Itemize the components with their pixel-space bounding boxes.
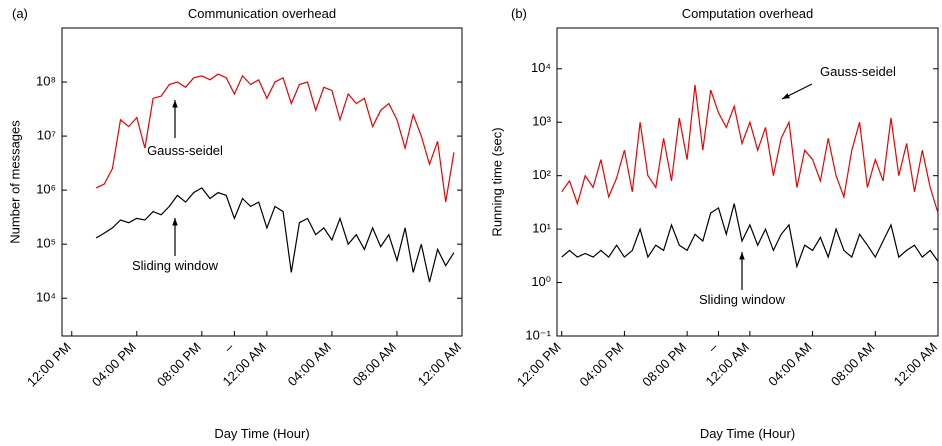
series-annotation: Gauss-seidel xyxy=(147,143,223,158)
x-tick-label: 12:00 AM xyxy=(415,340,464,389)
x-axis-label: Day Time (Hour) xyxy=(214,426,309,441)
x-tick-label: 08:00 PM xyxy=(639,340,689,390)
y-tick-label: 10⁷ xyxy=(37,128,56,143)
x-tick-label: – xyxy=(221,339,237,355)
plot-frame xyxy=(61,27,463,337)
x-tick-label: 04:00 AM xyxy=(285,340,334,389)
annotation-arrowhead xyxy=(172,218,178,226)
series-line xyxy=(95,187,455,283)
y-tick-label: 10⁸ xyxy=(36,73,56,88)
x-tick-label: 04:00 PM xyxy=(577,340,627,390)
x-tick-label: 04:00 PM xyxy=(89,340,139,390)
x-tick-label: 08:00 PM xyxy=(154,340,204,390)
y-axis-label: Number of messages xyxy=(7,120,22,244)
y-tick-label: 10⁵ xyxy=(36,236,56,251)
y-axis-label: Running time (sec) xyxy=(489,127,504,236)
x-tick-label: 12:00 AM xyxy=(891,340,940,389)
x-tick-label: 12:00 PM xyxy=(514,340,564,390)
y-tick-label: 10¹ xyxy=(532,221,551,236)
series-line xyxy=(561,203,939,269)
series-annotation: Sliding window xyxy=(132,258,219,273)
chart-title: Computation overhead xyxy=(682,6,814,21)
x-axis-label: Day Time (Hour) xyxy=(700,426,795,441)
x-tick-label: 08:00 AM xyxy=(828,340,877,389)
y-tick-label: 10⁰ xyxy=(531,274,551,289)
x-tick-label: 08:00 AM xyxy=(350,340,399,389)
series-line xyxy=(561,84,939,214)
y-tick-label: 10⁴ xyxy=(531,60,551,75)
y-tick-label: 10² xyxy=(532,167,551,182)
panel-label: (a) xyxy=(12,6,28,21)
annotation-arrowhead xyxy=(782,93,790,99)
y-tick-label: 10⁻¹ xyxy=(525,327,551,342)
series-annotation: Sliding window xyxy=(699,292,786,307)
y-tick-label: 10⁴ xyxy=(36,290,56,305)
annotation-arrowhead xyxy=(172,100,178,108)
y-tick-label: 10⁶ xyxy=(36,182,56,197)
annotation-arrowhead xyxy=(739,252,745,260)
panel-label: (b) xyxy=(511,6,527,21)
chart-title: Communication overhead xyxy=(188,6,336,21)
plot-frame xyxy=(556,27,939,337)
x-tick-label: – xyxy=(705,339,721,355)
x-tick-label: 12:00 PM xyxy=(24,340,74,390)
x-tick-label: 04:00 AM xyxy=(765,340,814,389)
series-annotation: Gauss-seidel xyxy=(820,64,896,79)
series-line xyxy=(95,73,455,203)
y-tick-label: 10³ xyxy=(532,114,551,129)
